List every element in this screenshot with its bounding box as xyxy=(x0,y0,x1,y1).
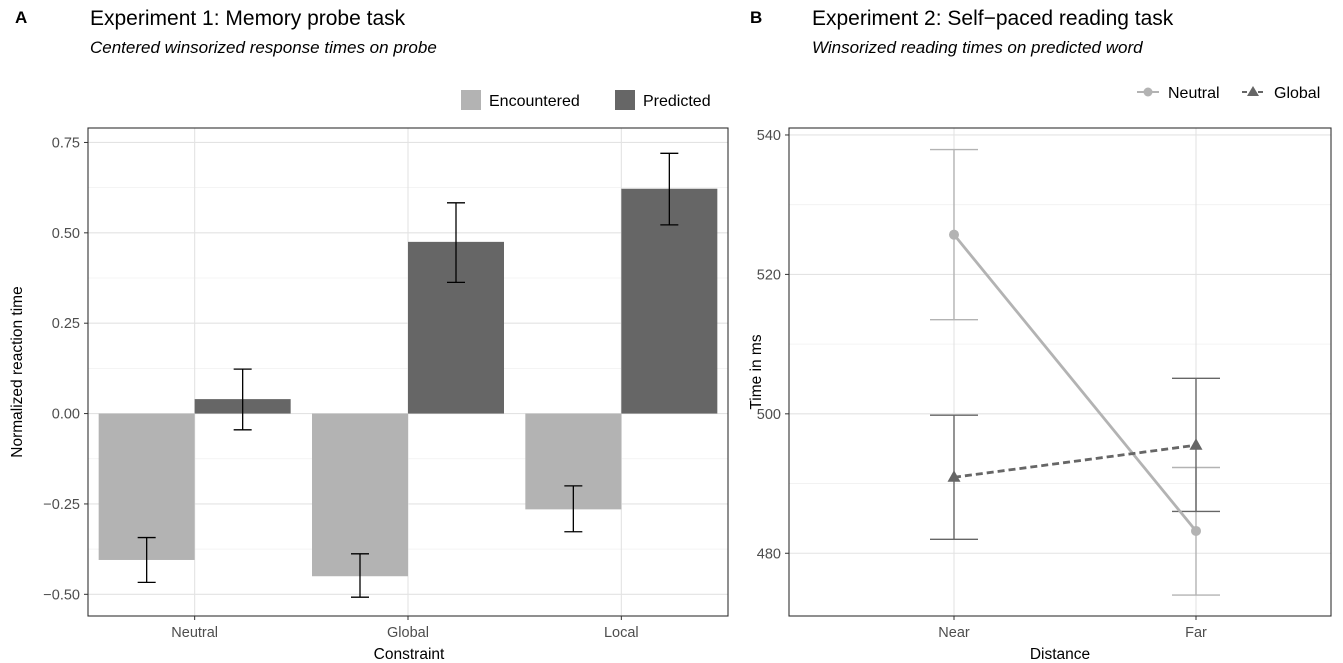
panel-b-plot: 480 500 520 540 Near Far xyxy=(757,127,1332,641)
bar-predicted-local xyxy=(621,188,718,414)
panel-a-legend: Encountered Predicted xyxy=(461,90,711,110)
panel-b-y-tick-label: 520 xyxy=(757,267,781,283)
marker-neutral-near xyxy=(949,229,959,240)
panel-a-x-axis-title: Constraint xyxy=(374,646,445,663)
bar-encountered-global xyxy=(312,413,408,577)
panel-b-subtitle: Winsorized reading times on predicted wo… xyxy=(812,38,1143,57)
marker-neutral-far xyxy=(1191,525,1201,536)
panel-b-x-axis-title: Distance xyxy=(1030,646,1090,663)
panel-a-y-tick-label: −0.50 xyxy=(43,587,80,603)
panel-a-title: Experiment 1: Memory probe task xyxy=(90,7,406,30)
legend-marker-global xyxy=(1247,86,1259,96)
panel-a-x-tick-label-neutral: Neutral xyxy=(171,625,218,641)
panel-a-x-tick-label-local: Local xyxy=(604,625,639,641)
marker-global-far xyxy=(1189,438,1203,450)
panel-b-title: Experiment 2: Self−paced reading task xyxy=(812,7,1174,30)
panel-b-x-tick-label-near: Near xyxy=(938,625,970,641)
panel-b-legend: Neutral Global xyxy=(1137,85,1320,102)
panel-a-letter: A xyxy=(15,8,27,27)
legend-label-encountered: Encountered xyxy=(489,93,580,110)
legend-label-global: Global xyxy=(1274,85,1320,102)
panel-b-y-axis-title: Time in ms xyxy=(748,334,765,409)
series-line-neutral xyxy=(952,233,1198,532)
panel-b-letter: B xyxy=(750,8,762,27)
legend-label-neutral: Neutral xyxy=(1168,85,1220,102)
panel-a-x-tick-label-global: Global xyxy=(387,625,429,641)
panel-a-subtitle: Centered winsorized response times on pr… xyxy=(90,38,437,57)
panel-a-y-tick-label: 0.75 xyxy=(52,135,80,151)
legend-swatch-encountered xyxy=(461,90,481,110)
panel-a-y-tick-label: 0.50 xyxy=(52,226,80,242)
series-line-global xyxy=(953,443,1197,479)
panel-b-y-tick-label: 500 xyxy=(757,407,781,423)
panel-b-y-tick-label: 540 xyxy=(757,128,781,144)
panel-b-x-tick-label-far: Far xyxy=(1185,625,1207,641)
panel-b-y-tick-label: 480 xyxy=(757,546,781,562)
panel-a-y-tick-label: −0.25 xyxy=(43,497,80,513)
panel-b-border xyxy=(788,127,1332,617)
panel-a-plot: −0.50 −0.25 0.00 0.25 0.50 0.75 Neutral Global L… xyxy=(43,127,729,641)
panel-a-y-tick-label: 0.00 xyxy=(52,407,80,423)
legend-label-predicted: Predicted xyxy=(643,93,711,110)
legend-marker-neutral xyxy=(1143,87,1153,97)
panel-a-border xyxy=(87,127,729,617)
panel-a-y-tick-label: 0.25 xyxy=(52,316,80,332)
panel-a-y-axis-title: Normalized reaction time xyxy=(9,286,26,457)
legend-swatch-predicted xyxy=(615,90,635,110)
bar-encountered-neutral xyxy=(98,413,195,560)
marker-global-near xyxy=(947,470,961,482)
